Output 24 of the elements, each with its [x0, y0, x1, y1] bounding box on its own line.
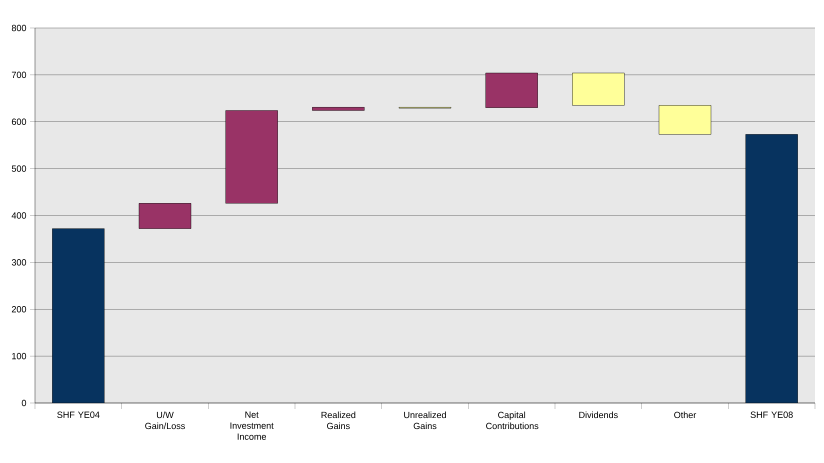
- bar: [312, 107, 365, 111]
- x-tick-label: SHF YE08: [750, 412, 793, 418]
- bar: [658, 105, 712, 135]
- x-tick-label: SHF YE04: [57, 412, 100, 418]
- bar: [225, 110, 278, 204]
- bar: [485, 72, 538, 108]
- y-tick-label: 0: [22, 400, 26, 406]
- y-tick-label: 700: [12, 72, 26, 78]
- x-tick-label: Capital Contributions: [486, 412, 538, 430]
- y-tick-label: 800: [12, 24, 26, 32]
- bar: [572, 72, 625, 106]
- x-tick-label: Unrealized Gains: [404, 412, 446, 430]
- x-tick-label: U/W Gain/Loss: [145, 412, 185, 430]
- y-tick-label: 400: [12, 212, 26, 219]
- y-tick-label: 600: [12, 118, 26, 125]
- y-tick-label: 200: [12, 306, 26, 312]
- y-tick-label: 500: [12, 165, 26, 172]
- x-tick-label: Net Investment Income: [230, 412, 274, 440]
- y-tick-label: 100: [12, 352, 26, 360]
- y-tick-label: 300: [12, 259, 26, 266]
- x-tick-label: Dividends: [579, 412, 618, 418]
- bar: [138, 203, 192, 229]
- x-tick-label: Other: [674, 412, 696, 418]
- x-tick-label: Realized Gains: [322, 412, 356, 430]
